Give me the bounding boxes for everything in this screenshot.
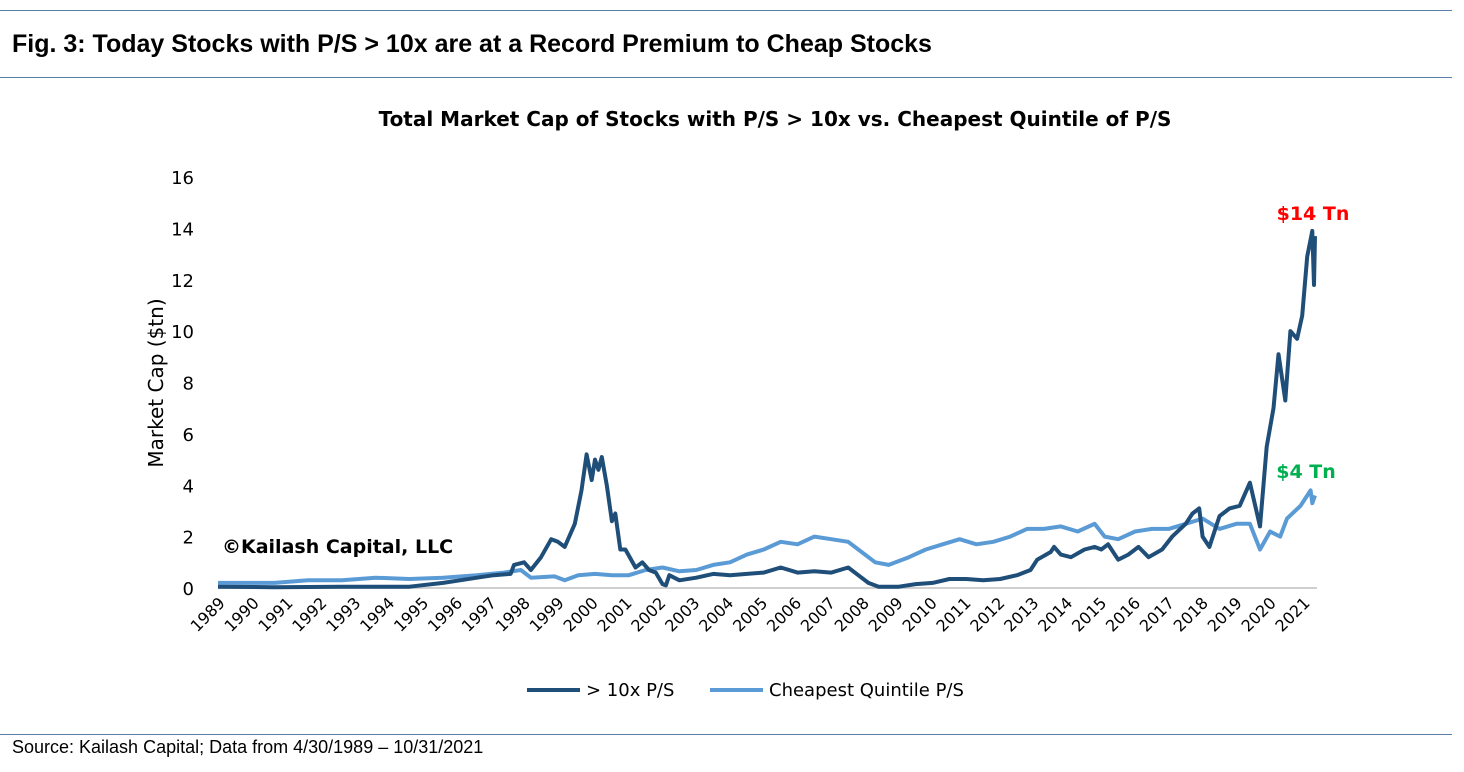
series-line-0 — [217, 228, 1317, 590]
x-tick-label: 2005 — [729, 593, 771, 635]
y-tick-label: 10 — [171, 322, 194, 343]
x-tick-label: 2016 — [1102, 593, 1144, 635]
top-rule — [0, 10, 1452, 11]
x-tick-label: 2013 — [1000, 593, 1042, 635]
x-tick-label: 1998 — [492, 593, 534, 635]
x-tick-label: 1992 — [288, 593, 330, 635]
x-tick-label: 2017 — [1136, 593, 1178, 635]
y-tick-label: 6 — [183, 425, 194, 446]
legend-label-1: Cheapest Quintile P/S — [769, 680, 964, 701]
legend: > 10x P/S Cheapest Quintile P/S — [527, 680, 964, 701]
x-tick-label: 2006 — [763, 593, 805, 635]
legend-label-0: > 10x P/S — [586, 680, 674, 701]
x-tick-label: 1996 — [424, 593, 466, 635]
bottom-rule — [0, 734, 1452, 735]
watermark: ©Kailash Capital, LLC — [222, 536, 453, 558]
x-tick-label: 2007 — [797, 593, 839, 635]
y-tick-label: 0 — [183, 579, 194, 600]
y-tick-label: 14 — [171, 219, 194, 240]
x-tick-label: 1999 — [526, 593, 568, 635]
x-tick-label: 2001 — [593, 593, 635, 635]
y-tick-label: 4 — [183, 476, 194, 497]
chart-title: Total Market Cap of Stocks with P/S > 10… — [379, 107, 1172, 131]
annotation-label: $14 Tn — [1277, 203, 1350, 225]
y-tick-label: 12 — [171, 271, 194, 292]
x-tick-label: 2000 — [560, 593, 602, 635]
x-tick-label: 1994 — [356, 593, 398, 635]
x-tick-label: 2009 — [865, 593, 907, 635]
x-tick-label: 1993 — [322, 593, 364, 635]
x-tick-label: 2011 — [932, 593, 974, 635]
x-tick-label: 1990 — [221, 593, 263, 635]
series-line-1 — [218, 488, 1317, 585]
x-tick-label: 2003 — [661, 593, 703, 635]
x-tick-label: 2002 — [627, 593, 669, 635]
x-tick-label: 2021 — [1271, 593, 1313, 635]
line-chart: Total Market Cap of Stocks with P/S > 10… — [144, 107, 1350, 701]
x-tick-label: 1997 — [458, 593, 500, 635]
title-rule — [0, 77, 1452, 78]
x-tick-label: 2012 — [966, 593, 1008, 635]
x-tick-label: 2008 — [831, 593, 873, 635]
y-tick-label: 16 — [171, 168, 194, 189]
annotation-label: $4 Tn — [1276, 461, 1336, 483]
y-tick-label: 8 — [183, 374, 194, 395]
y-axis-label: Market Cap ($tn) — [144, 298, 168, 467]
x-tick-label: 2014 — [1034, 593, 1076, 635]
x-tick-label: 2010 — [899, 593, 941, 635]
x-tick-label: 2018 — [1170, 593, 1212, 635]
source-note: Source: Kailash Capital; Data from 4/30/… — [12, 737, 484, 757]
x-tick-label: 2004 — [695, 593, 737, 635]
x-tick-label: 2015 — [1068, 593, 1110, 635]
x-tick-label: 1991 — [254, 593, 296, 635]
x-tick-label: 2019 — [1204, 593, 1246, 635]
figure-title: Fig. 3: Today Stocks with P/S > 10x are … — [12, 30, 932, 58]
x-tick-label: 1995 — [390, 593, 432, 635]
y-tick-label: 2 — [183, 528, 194, 549]
x-tick-label: 2020 — [1238, 593, 1280, 635]
